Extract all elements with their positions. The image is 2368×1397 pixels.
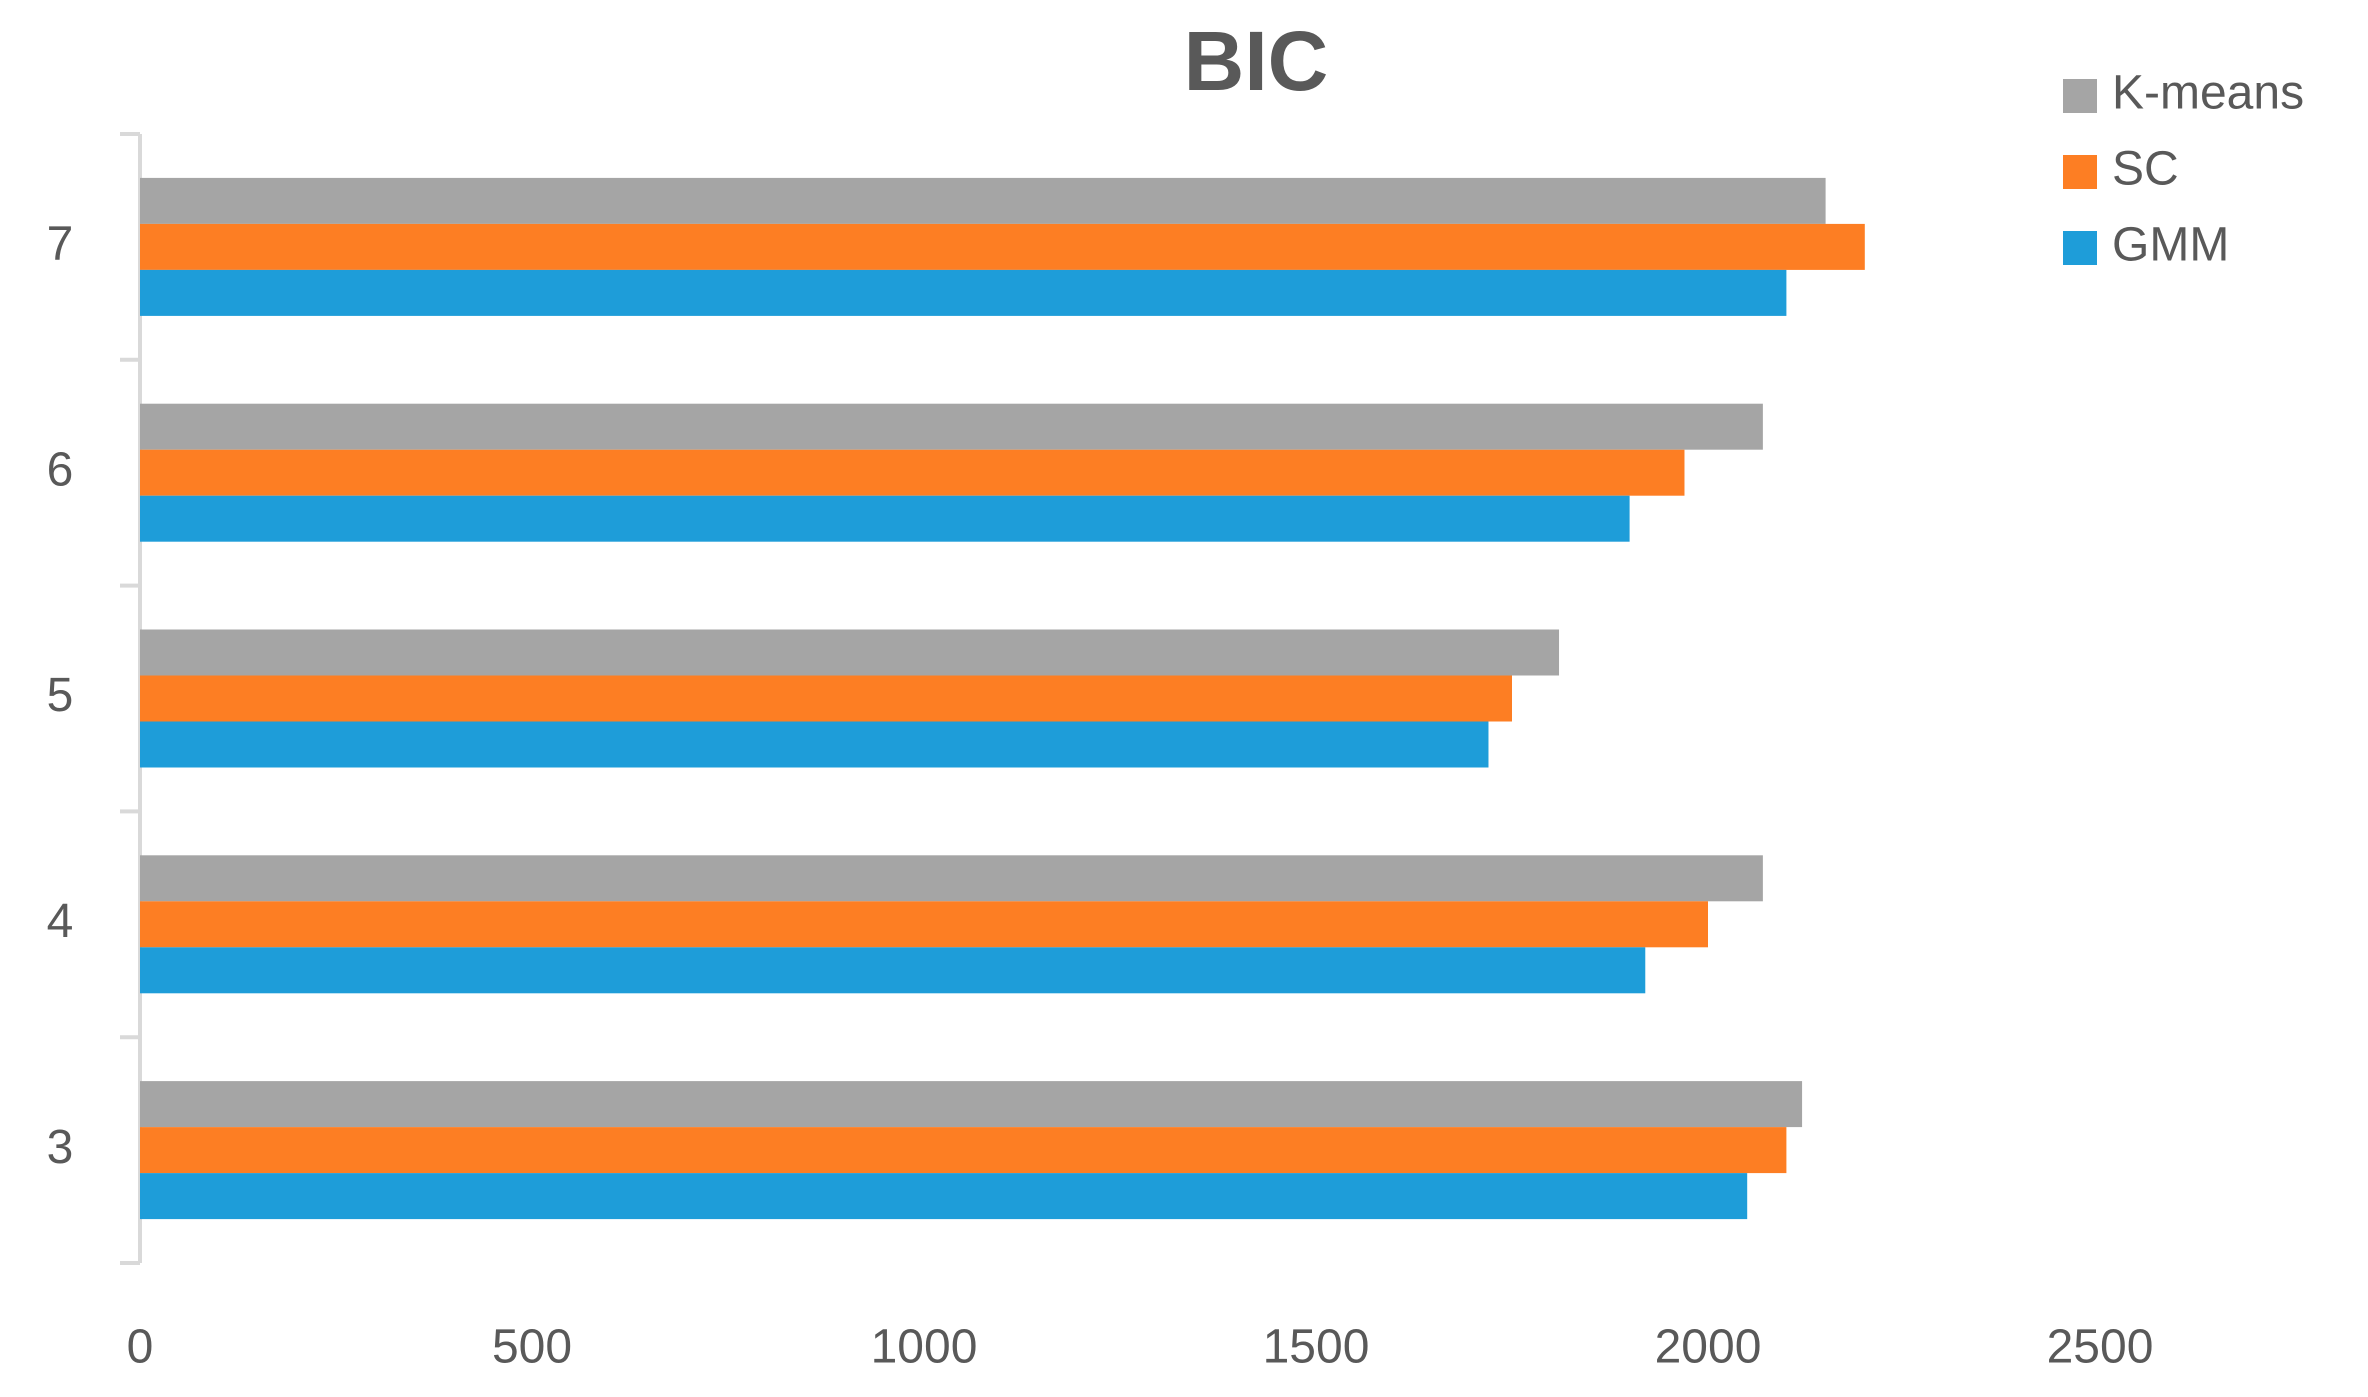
bar bbox=[140, 1127, 1787, 1174]
y-tick-label: 4 bbox=[47, 895, 74, 948]
x-tick-label: 1000 bbox=[871, 1321, 978, 1374]
x-tick-label: 1500 bbox=[1263, 1321, 1370, 1374]
x-tick-label: 2500 bbox=[2047, 1321, 2154, 1374]
bar bbox=[140, 449, 1685, 496]
bar bbox=[140, 269, 1787, 316]
y-tick-label: 3 bbox=[47, 1121, 74, 1174]
bar bbox=[140, 403, 1763, 450]
y-tick-label: 7 bbox=[47, 218, 74, 271]
legend-label: K-means bbox=[2112, 67, 2304, 120]
bar bbox=[140, 495, 1630, 542]
x-tick-label: 0 bbox=[127, 1321, 154, 1374]
bar bbox=[140, 947, 1646, 994]
bar bbox=[140, 721, 1489, 768]
y-tick-label: 6 bbox=[47, 443, 74, 496]
legend-label: SC bbox=[2112, 143, 2179, 196]
bar bbox=[140, 1081, 1803, 1128]
bar bbox=[140, 901, 1708, 948]
bar bbox=[140, 177, 1826, 224]
bar bbox=[140, 675, 1512, 722]
bar bbox=[140, 1173, 1748, 1220]
bar bbox=[140, 855, 1763, 902]
x-tick-label: 500 bbox=[492, 1321, 572, 1374]
legend-swatch bbox=[2063, 155, 2097, 189]
legend-swatch bbox=[2063, 231, 2097, 265]
bar bbox=[140, 223, 1865, 270]
legend-label: GMM bbox=[2112, 219, 2229, 272]
y-tick-label: 5 bbox=[47, 669, 74, 722]
bar bbox=[140, 629, 1560, 676]
legend-swatch bbox=[2063, 79, 2097, 113]
chart-title: BIC bbox=[1184, 14, 1329, 108]
x-tick-label: 2000 bbox=[1655, 1321, 1762, 1374]
